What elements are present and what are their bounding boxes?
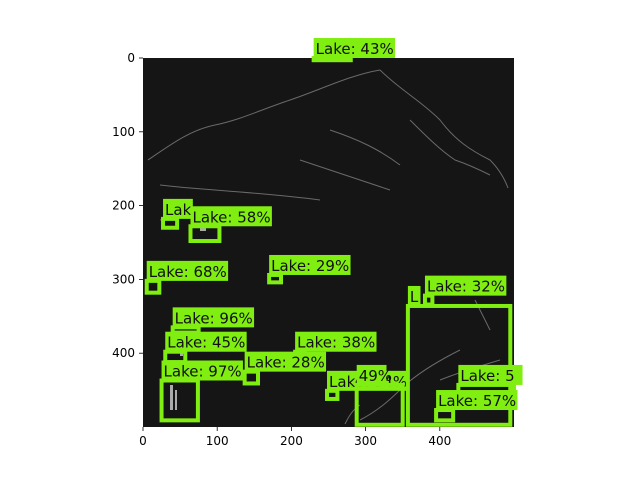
y-axis: 0 100 200 300 400 xyxy=(112,51,143,360)
detection-5: Lake: 32% xyxy=(422,275,507,307)
detection-15: Lake: 57% xyxy=(434,390,518,423)
detection-label: Lake: 58% xyxy=(192,208,270,226)
detection-6: Lake: 96% xyxy=(170,307,255,335)
terrain-specks xyxy=(170,228,206,410)
x-tick-label: 200 xyxy=(280,434,303,448)
detection-12: 49% xyxy=(354,364,405,427)
terrain-lines xyxy=(147,69,509,425)
detection-9: Lake: 97% xyxy=(159,360,243,423)
detection-8: Lake: 38% xyxy=(293,331,377,359)
detection-label-background xyxy=(163,198,193,219)
detection-label-background xyxy=(356,364,387,385)
detection-4: Lake: 29% xyxy=(267,254,351,285)
axes: 0 100 200 300 400 0 100 200 300 400 xyxy=(112,51,451,448)
detection-label-background xyxy=(244,351,327,372)
detection-label-background xyxy=(436,390,518,411)
detection-label-background xyxy=(165,331,247,352)
detection-14: Lake: 5 xyxy=(456,364,523,397)
y-tick-label: 300 xyxy=(112,272,135,286)
detection-label: Lak xyxy=(165,201,192,219)
detection-label: Lake: 32% xyxy=(427,278,505,296)
detection-0: Lake: 43% xyxy=(311,38,396,63)
detection-label: Lake: 57% xyxy=(438,392,516,410)
detection-label-background xyxy=(407,285,421,306)
detection-label: L xyxy=(410,288,419,306)
detection-label-background xyxy=(190,206,272,227)
detection-label-background xyxy=(313,38,396,58)
y-tick-label: 400 xyxy=(112,346,135,360)
detection-label-background xyxy=(424,275,507,296)
detection-label: Lake: 45% xyxy=(167,334,245,352)
x-axis: 0 100 200 300 400 xyxy=(139,427,451,448)
y-tick-label: 0 xyxy=(127,51,135,65)
detection-label: Lake: 68% xyxy=(149,263,227,281)
x-tick-label: 400 xyxy=(428,434,451,448)
x-tick-label: 100 xyxy=(206,434,229,448)
detection-label: 49% xyxy=(359,367,392,385)
detection-label-background xyxy=(172,307,255,328)
detection-label: Lake: 29% xyxy=(271,257,349,275)
detection-box xyxy=(311,56,353,63)
detection-label: Lake: 43% xyxy=(316,40,394,58)
detection-label-background xyxy=(146,260,229,281)
y-tick-label: 200 xyxy=(112,199,135,213)
detection-label: Lake: 97% xyxy=(164,363,242,381)
detection-label: Lake: 38% xyxy=(297,334,375,352)
detection-label-background xyxy=(161,360,243,381)
detection-3: Lake: 68% xyxy=(144,260,229,295)
detection-label: Lake: 96% xyxy=(175,309,253,327)
detections-layer: Lake: 43% Lak Lake: 58% Lake: 68% Lake: 29% L… xyxy=(144,38,523,427)
detection-label: Lake: 28% xyxy=(247,354,325,372)
detection-label-background xyxy=(458,364,523,385)
detection-1: Lak xyxy=(161,198,193,230)
detection-label-background xyxy=(295,331,377,352)
x-tick-label: 300 xyxy=(354,434,377,448)
x-tick-label: 0 xyxy=(139,434,147,448)
detection-7: Lake: 45% xyxy=(163,331,247,365)
detection-10: Lake: 28% xyxy=(242,351,327,386)
detection-label: Lake: 5 xyxy=(460,367,514,385)
y-tick-label: 100 xyxy=(112,125,135,139)
detection-label-background xyxy=(269,254,351,275)
detection-2: Lake: 58% xyxy=(188,206,272,244)
